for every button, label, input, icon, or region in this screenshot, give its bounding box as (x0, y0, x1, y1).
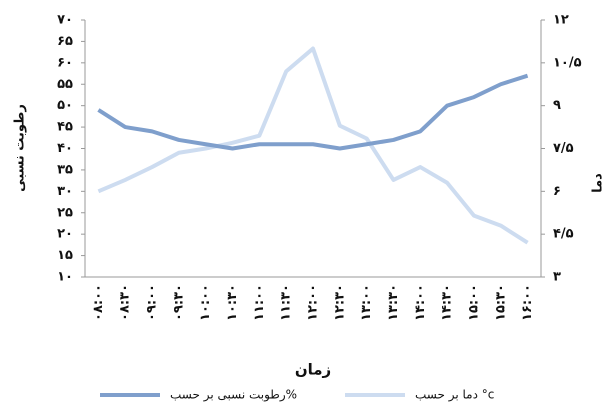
y-tick-label: ۵۵ (57, 77, 73, 92)
y-tick-label: ۶۵ (57, 34, 73, 49)
y2-tick-label: ۱۲ (553, 13, 569, 28)
y-tick-label: ۶۰ (57, 55, 73, 70)
x-tick-label: ۰۹:۳۰ (171, 284, 186, 321)
y2-axis-title: دما (591, 173, 606, 193)
y2-tick-label: ۹ (553, 98, 561, 113)
x-tick-label: ۱۰:۰۰ (198, 284, 213, 321)
x-tick-label: ۰۹:۰۰ (145, 284, 160, 321)
x-tick-label: ۱۳:۰۰ (359, 284, 374, 321)
x-tick-label: ۱۰:۳۰ (225, 284, 240, 321)
y2-tick-label: ۷/۵ (553, 141, 574, 156)
y-tick-label: ۱۵ (57, 248, 73, 263)
y2-tick-label: ۶ (553, 184, 561, 199)
x-tick-label: ۰۸:۰۰ (91, 284, 106, 321)
y-axis-title: رطوبت نسبی (13, 104, 28, 192)
x-axis-title: زمان (295, 361, 331, 379)
y-tick-label: ۲۵ (57, 205, 73, 220)
y2-tick-label: ۳ (553, 270, 561, 285)
legend-label: رطوبت نسبی بر حسب% (170, 388, 297, 403)
y-tick-label: ۳۰ (57, 184, 73, 199)
y-tick-label: ۴۰ (57, 141, 73, 156)
y2-tick-label: ۱۰/۵ (553, 55, 582, 70)
x-tick-label: ۱۱:۰۰ (252, 284, 267, 321)
x-tick-label: ۱۲:۳۰ (332, 284, 347, 321)
y-tick-label: ۷۰ (57, 13, 73, 28)
series-line (97, 46, 529, 245)
y-tick-label: ۵۰ (57, 98, 73, 113)
y-tick-label: ۱۰ (57, 270, 73, 285)
x-tick-label: ۱۶:۰۰ (520, 284, 535, 321)
x-tick-label: ۱۴:۰۰ (413, 284, 428, 321)
series-line (97, 73, 529, 151)
x-tick-label: ۱۱:۳۰ (279, 284, 294, 321)
y2-tick-label: ۴/۵ (553, 227, 574, 242)
x-tick-label: ۱۳:۳۰ (386, 284, 401, 321)
y-tick-label: ۳۵ (57, 162, 73, 177)
legend-label: دما بر حسب °c (415, 388, 494, 403)
x-tick-label: ۱۲:۰۰ (306, 284, 321, 321)
y-tick-label: ۲۰ (57, 227, 73, 242)
x-tick-label: ۱۵:۳۰ (493, 284, 508, 321)
x-tick-label: ۰۸:۳۰ (118, 284, 133, 321)
x-tick-label: ۱۴:۳۰ (440, 284, 455, 321)
y-tick-label: ۴۵ (57, 120, 73, 135)
x-tick-label: ۱۵:۰۰ (466, 284, 481, 321)
